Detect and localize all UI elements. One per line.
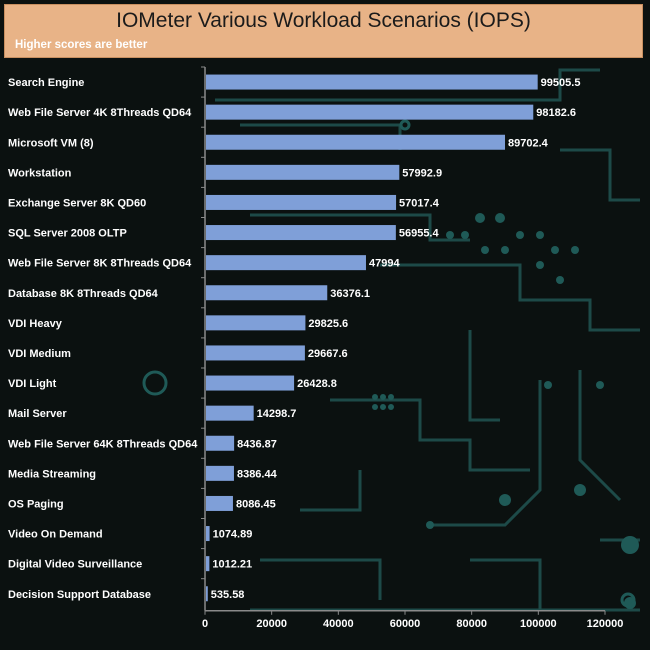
x-tick-label: 120000 xyxy=(587,618,624,630)
x-tick-label: 40000 xyxy=(323,618,354,630)
bar xyxy=(206,134,506,150)
value-label: 57017.4 xyxy=(399,197,440,209)
category-label: Database 8K 8Threads QD64 xyxy=(8,288,159,300)
value-label: 8386.44 xyxy=(237,468,278,480)
bar xyxy=(206,285,328,301)
bar xyxy=(206,495,233,511)
category-label: Web File Server 8K 8Threads QD64 xyxy=(8,258,192,270)
bar xyxy=(206,375,295,391)
category-label: Workstation xyxy=(8,167,72,179)
category-label: VDI Medium xyxy=(8,348,71,360)
value-label: 89702.4 xyxy=(508,137,549,149)
value-label: 26428.8 xyxy=(297,378,337,390)
bar xyxy=(206,556,210,572)
value-label: 98182.6 xyxy=(536,107,576,119)
bar xyxy=(206,465,234,481)
bar xyxy=(206,104,534,120)
category-label: VDI Light xyxy=(8,378,57,390)
chart-title: IOMeter Various Workload Scenarios (IOPS… xyxy=(116,9,531,32)
category-label: OS Paging xyxy=(8,498,64,510)
bar xyxy=(206,225,396,241)
value-label: 57992.9 xyxy=(402,167,442,179)
value-label: 29825.6 xyxy=(308,318,348,330)
bar xyxy=(206,526,210,542)
value-label: 1012.21 xyxy=(212,559,252,571)
value-label: 8086.45 xyxy=(236,498,276,510)
x-tick-label: 60000 xyxy=(390,618,421,630)
x-tick-label: 80000 xyxy=(456,618,487,630)
category-label: Digital Video Surveillance xyxy=(8,559,142,571)
category-label: Exchange Server 8K QD60 xyxy=(8,197,146,209)
category-label: Web File Server 4K 8Threads QD64 xyxy=(8,107,192,119)
category-label: Mail Server xyxy=(8,408,67,420)
value-label: 36376.1 xyxy=(330,288,370,300)
bar xyxy=(206,586,208,602)
category-label: Decision Support Database xyxy=(8,589,151,601)
value-label: 29667.6 xyxy=(308,348,348,360)
x-tick-label: 0 xyxy=(202,618,208,630)
bar xyxy=(206,255,366,271)
category-label: Video On Demand xyxy=(8,529,103,541)
category-label: Search Engine xyxy=(8,77,84,89)
chart-subtitle: Higher scores are better xyxy=(15,39,148,51)
value-label: 56955.4 xyxy=(399,228,440,240)
category-label: VDI Heavy xyxy=(8,318,63,330)
category-label: SQL Server 2008 OLTP xyxy=(8,228,127,240)
x-tick-label: 20000 xyxy=(256,618,287,630)
bar xyxy=(206,315,306,331)
category-label: Microsoft VM (8) xyxy=(8,137,94,149)
chart-header: IOMeter Various Workload Scenarios (IOPS… xyxy=(4,4,643,58)
bar xyxy=(206,345,305,361)
bar xyxy=(206,164,400,180)
bar xyxy=(206,74,538,90)
value-label: 1074.89 xyxy=(213,529,253,541)
x-tick-label: 100000 xyxy=(520,618,557,630)
category-label: Web File Server 64K 8Threads QD64 xyxy=(8,438,198,450)
value-label: 99505.5 xyxy=(541,77,581,89)
bar xyxy=(206,405,254,421)
category-label: Media Streaming xyxy=(8,468,96,480)
bar xyxy=(206,435,235,451)
value-label: 14298.7 xyxy=(257,408,297,420)
bar xyxy=(206,194,397,210)
value-label: 535.58 xyxy=(211,589,245,601)
value-label: 8436.87 xyxy=(237,438,277,450)
value-label: 47994 xyxy=(369,258,400,270)
